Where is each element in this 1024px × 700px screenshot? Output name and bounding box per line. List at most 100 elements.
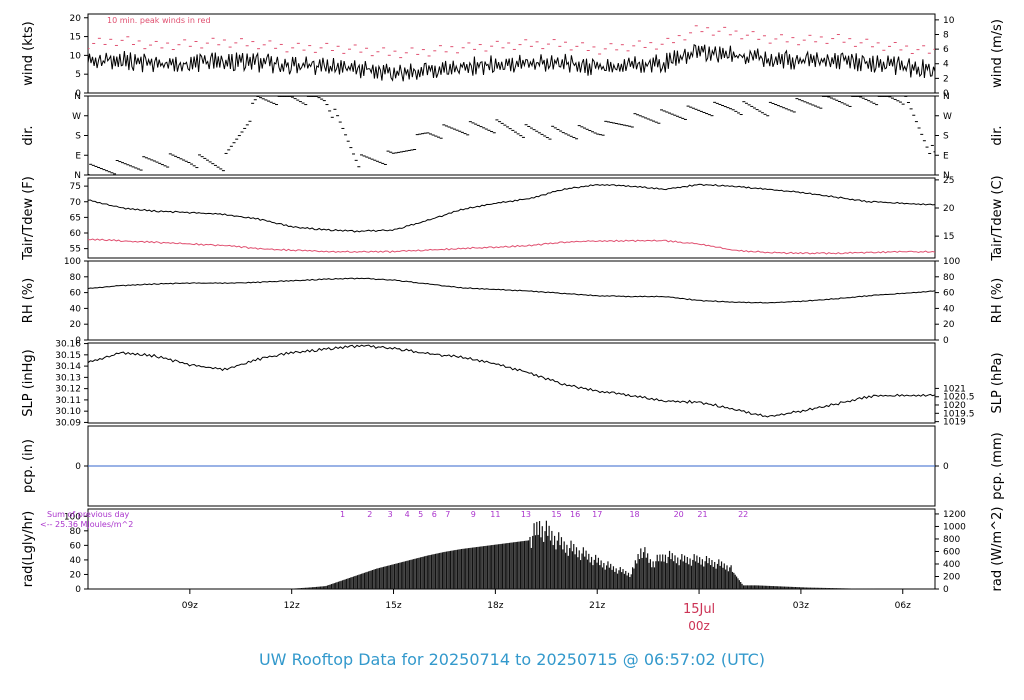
right-tick-label: 1019.5 xyxy=(943,409,975,419)
hour-label: 13 xyxy=(521,510,531,519)
right-tick-label: 15 xyxy=(943,232,954,242)
left-tick-label: E xyxy=(75,151,81,161)
left-tick-label: 100 xyxy=(64,257,81,267)
left-tick-label: 70 xyxy=(70,198,82,208)
right-tick-label: W xyxy=(943,112,952,122)
x-tick-label: 09z xyxy=(182,601,198,611)
rh-line xyxy=(88,277,935,304)
left-tick-label: 30.16 xyxy=(55,340,81,350)
right-tick-label: 400 xyxy=(943,560,960,570)
left-tick-label: 60 xyxy=(70,229,82,239)
left-tick-label: 30.15 xyxy=(55,351,81,361)
right-tick-label: 20 xyxy=(943,320,955,330)
right-tick-label: 25 xyxy=(943,176,954,186)
left-tick-label: 0 xyxy=(75,585,81,595)
hour-label: 22 xyxy=(738,510,748,519)
tdew-line xyxy=(88,238,935,255)
rad-sum-value: <-- 25.36 MJoules/m^2 xyxy=(40,520,133,529)
hour-label: 1 xyxy=(340,510,345,519)
ylabel-left: RH (%) xyxy=(21,278,36,323)
panel-frame xyxy=(87,260,936,341)
right-tick-label: 2 xyxy=(943,74,949,84)
left-tick-label: 0 xyxy=(75,89,81,99)
left-tick-label: S xyxy=(75,132,81,142)
right-tick-label: 80 xyxy=(943,273,955,283)
x-tick-label: 06z xyxy=(895,601,911,611)
plot-area xyxy=(291,520,876,589)
left-tick-label: 30.13 xyxy=(55,373,81,383)
panel-temp: 55 60 65 70 75 15 20 25 Tair/Tdew (F) Tair/Tdew (… xyxy=(21,175,1005,261)
left-tick-label: W xyxy=(72,112,81,122)
right-tick-label: 0 xyxy=(943,336,949,346)
panel-frame xyxy=(87,508,936,590)
right-tick-label: 1021 xyxy=(943,384,966,394)
left-tick-label: 30.10 xyxy=(55,407,81,417)
right-tick-label: 0 xyxy=(943,585,949,595)
plot-area xyxy=(88,25,935,82)
right-tick-label: E xyxy=(943,151,949,161)
panel-frame xyxy=(87,13,936,94)
x-tick-label: 21z xyxy=(589,601,605,611)
right-tick-label: N xyxy=(943,92,950,102)
plot-area xyxy=(88,277,935,304)
left-tick-label: 0 xyxy=(75,336,81,346)
left-tick-label: 100 xyxy=(64,512,81,522)
left-tick-label: 20 xyxy=(70,570,82,580)
left-tick-label: 40 xyxy=(70,304,82,314)
left-tick-label: 65 xyxy=(70,213,81,223)
ylabel-right: SLP (hPa) xyxy=(990,352,1005,413)
plot-area xyxy=(88,96,935,175)
plot-area xyxy=(88,344,935,418)
right-tick-label: 20 xyxy=(943,204,955,214)
right-tick-label: 1019 xyxy=(943,418,966,428)
panel-rad: 020406080100020040060080010001200rad(Lgl… xyxy=(21,507,1005,595)
left-tick-label: N xyxy=(74,92,81,102)
right-tick-label: 800 xyxy=(943,535,960,545)
left-tick-label: 30.12 xyxy=(55,385,81,395)
x-tick-label: 03z xyxy=(793,601,809,611)
hour-label: 18 xyxy=(629,510,639,519)
hour-label: 5 xyxy=(418,510,423,519)
left-tick-label: 75 xyxy=(70,182,81,192)
hour-label: 3 xyxy=(388,510,393,519)
ylabel-left: dir. xyxy=(21,125,36,145)
panel-frame xyxy=(87,342,936,424)
left-tick-label: 80 xyxy=(70,527,82,537)
right-tick-label: 200 xyxy=(943,572,960,582)
rad-sum-title: Sum of previous day xyxy=(47,510,129,519)
wind-line xyxy=(88,44,935,82)
left-tick-label: 80 xyxy=(70,273,82,283)
hour-label: 6 xyxy=(432,510,437,519)
hour-label: 4 xyxy=(405,510,410,519)
right-tick-label: 100 xyxy=(943,257,960,267)
ylabel-right: RH (%) xyxy=(990,278,1005,323)
x-tick-label: 15z xyxy=(385,601,401,611)
hour-label: 15 xyxy=(551,510,561,519)
left-tick-label: 60 xyxy=(70,541,82,551)
left-tick-label: 20 xyxy=(70,320,82,330)
wind-annotation: 10 min. peak winds in red xyxy=(107,16,211,25)
ylabel-left: pcp. (in) xyxy=(21,439,36,493)
hour-label: 17 xyxy=(592,510,602,519)
left-tick-label: 20 xyxy=(70,14,82,24)
date-sub-label: 00z xyxy=(688,619,710,633)
right-tick-label: 0 xyxy=(943,462,949,472)
ylabel-left: SLP (inHg) xyxy=(21,349,36,417)
right-tick-label: 6 xyxy=(943,45,949,55)
panel-wind: 0 5 10 15 20 0 2 4 6 8 10 wind (kts) wind (m/s) 10 mi… xyxy=(21,13,1005,99)
slp-line xyxy=(88,344,935,418)
ylabel-left: Tair/Tdew (F) xyxy=(21,176,36,261)
left-tick-label: 55 xyxy=(70,245,81,255)
left-tick-label: 30.14 xyxy=(55,362,81,372)
right-tick-label: 1020.5 xyxy=(943,393,975,403)
tair-line xyxy=(88,183,935,233)
plot-area xyxy=(88,183,935,255)
panel-pcp: 0 0 pcp. (in) pcp. (mm) xyxy=(21,425,1005,507)
hour-label: 9 xyxy=(471,510,476,519)
right-tick-label: 40 xyxy=(943,304,955,314)
left-tick-label: 5 xyxy=(75,70,81,80)
left-tick-label: 15 xyxy=(70,33,81,43)
left-tick-label: 60 xyxy=(70,289,82,299)
hour-label: 21 xyxy=(697,510,707,519)
